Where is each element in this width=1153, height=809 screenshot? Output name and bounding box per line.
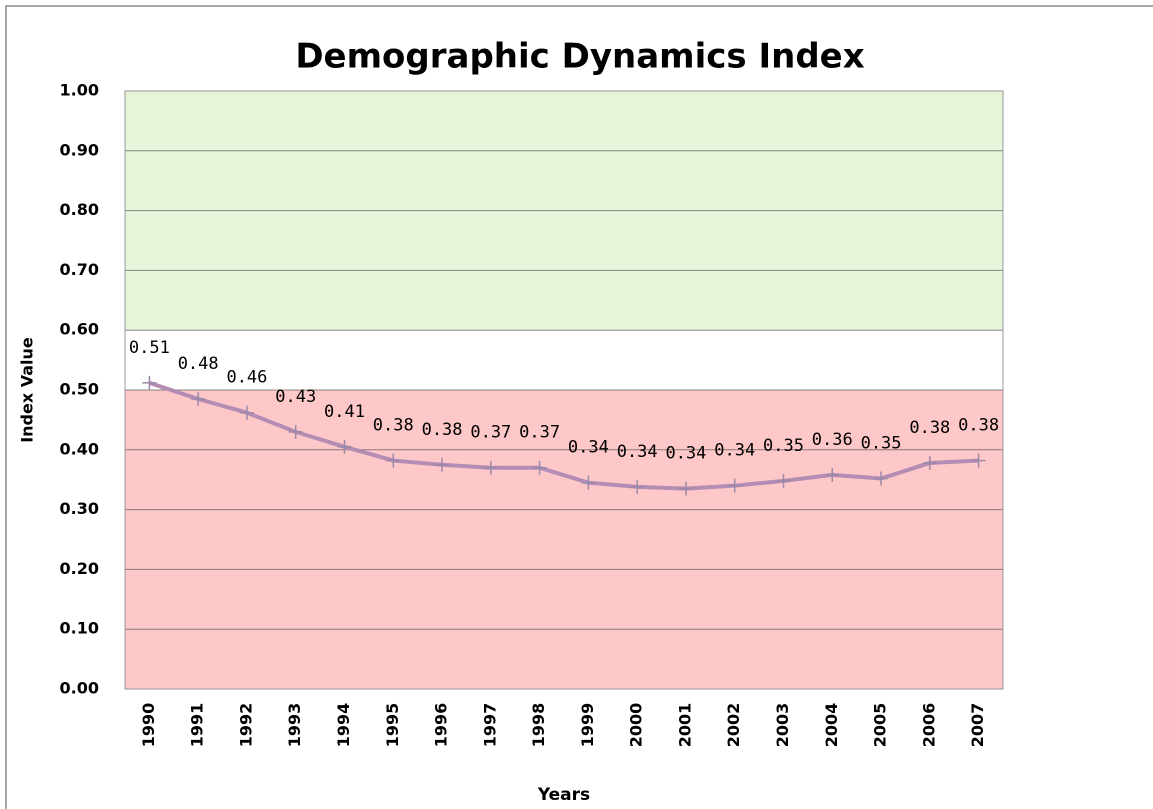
data-label: 0.38 xyxy=(373,416,414,436)
background-band xyxy=(125,390,1003,689)
data-label: 0.37 xyxy=(519,423,560,443)
point-marker xyxy=(532,460,547,475)
y-tick-label: 1.00 xyxy=(60,81,99,100)
y-tick-label: 0.30 xyxy=(60,499,99,518)
point-marker xyxy=(239,405,254,420)
point-marker xyxy=(191,391,206,406)
data-label: 0.35 xyxy=(861,434,902,454)
x-tick-label: 1993 xyxy=(285,703,304,748)
point-marker xyxy=(971,453,986,468)
y-tick-label: 0.50 xyxy=(60,380,99,399)
chart-title: Demographic Dynamics Index xyxy=(295,37,864,77)
data-label: 0.46 xyxy=(226,368,267,388)
data-label: 0.34 xyxy=(714,441,755,461)
line xyxy=(148,380,979,491)
x-tick-label: 2007 xyxy=(968,703,987,748)
x-tick-label: 2003 xyxy=(773,703,792,748)
x-tick-label: 1999 xyxy=(578,703,597,748)
data-label: 0.43 xyxy=(275,387,316,407)
chart-border xyxy=(5,5,1153,809)
x-tick-label: 1990 xyxy=(139,703,158,748)
data-label: 0.48 xyxy=(178,354,219,374)
x-tick-label: 1997 xyxy=(480,703,499,748)
point-marker xyxy=(483,460,498,475)
x-tick-label: 1994 xyxy=(334,703,353,748)
data-label: 0.37 xyxy=(470,423,511,443)
x-tick-label: 2001 xyxy=(675,703,694,748)
x-tick-label: 2005 xyxy=(871,703,890,748)
y-tick-label: 0.60 xyxy=(60,320,99,339)
x-tick-label: 1992 xyxy=(236,703,255,748)
data-label: 0.41 xyxy=(324,402,365,422)
data-label: 0.34 xyxy=(617,442,658,462)
x-tick-label: 2004 xyxy=(822,703,841,748)
y-tick-label: 0.00 xyxy=(60,679,99,698)
data-label: 0.38 xyxy=(422,420,463,440)
y-tick-label: 0.20 xyxy=(60,559,99,578)
data-label: 0.34 xyxy=(665,444,706,464)
y-tick-label: 0.10 xyxy=(60,619,99,638)
y-tick-label: 0.70 xyxy=(60,260,99,279)
y-tick-label: 0.80 xyxy=(60,200,99,219)
y-axis-label: Index Value xyxy=(18,337,37,443)
x-tick-label: 1996 xyxy=(432,703,451,748)
point-marker xyxy=(776,473,791,488)
y-tick-label: 0.40 xyxy=(60,439,99,458)
point-marker xyxy=(386,453,401,468)
x-tick-label: 2006 xyxy=(919,703,938,748)
x-tick-label: 2002 xyxy=(724,703,743,748)
data-label: 0.38 xyxy=(958,416,999,436)
x-axis-label: Years xyxy=(537,785,590,805)
data-label: 0.38 xyxy=(909,418,950,438)
data-label: 0.51 xyxy=(129,338,170,358)
x-tick-label: 1998 xyxy=(529,703,548,748)
x-tick-label: 2000 xyxy=(627,703,646,748)
x-tick-label: 1995 xyxy=(383,703,402,748)
point-marker xyxy=(630,479,645,494)
point-marker xyxy=(922,455,937,470)
data-label: 0.34 xyxy=(568,438,609,458)
data-label: 0.35 xyxy=(763,436,804,456)
point-marker xyxy=(435,457,450,472)
point-marker xyxy=(581,475,596,490)
x-tick-label: 1991 xyxy=(188,703,207,748)
point-marker xyxy=(288,424,303,439)
point-marker xyxy=(142,375,157,390)
point-marker xyxy=(678,481,693,496)
point-marker xyxy=(337,439,352,454)
y-tick-label: 0.90 xyxy=(60,140,99,159)
point-marker xyxy=(874,471,889,486)
plot-border xyxy=(124,90,1004,690)
point-marker xyxy=(727,478,742,493)
data-label: 0.36 xyxy=(812,430,853,450)
point-marker xyxy=(825,467,840,482)
